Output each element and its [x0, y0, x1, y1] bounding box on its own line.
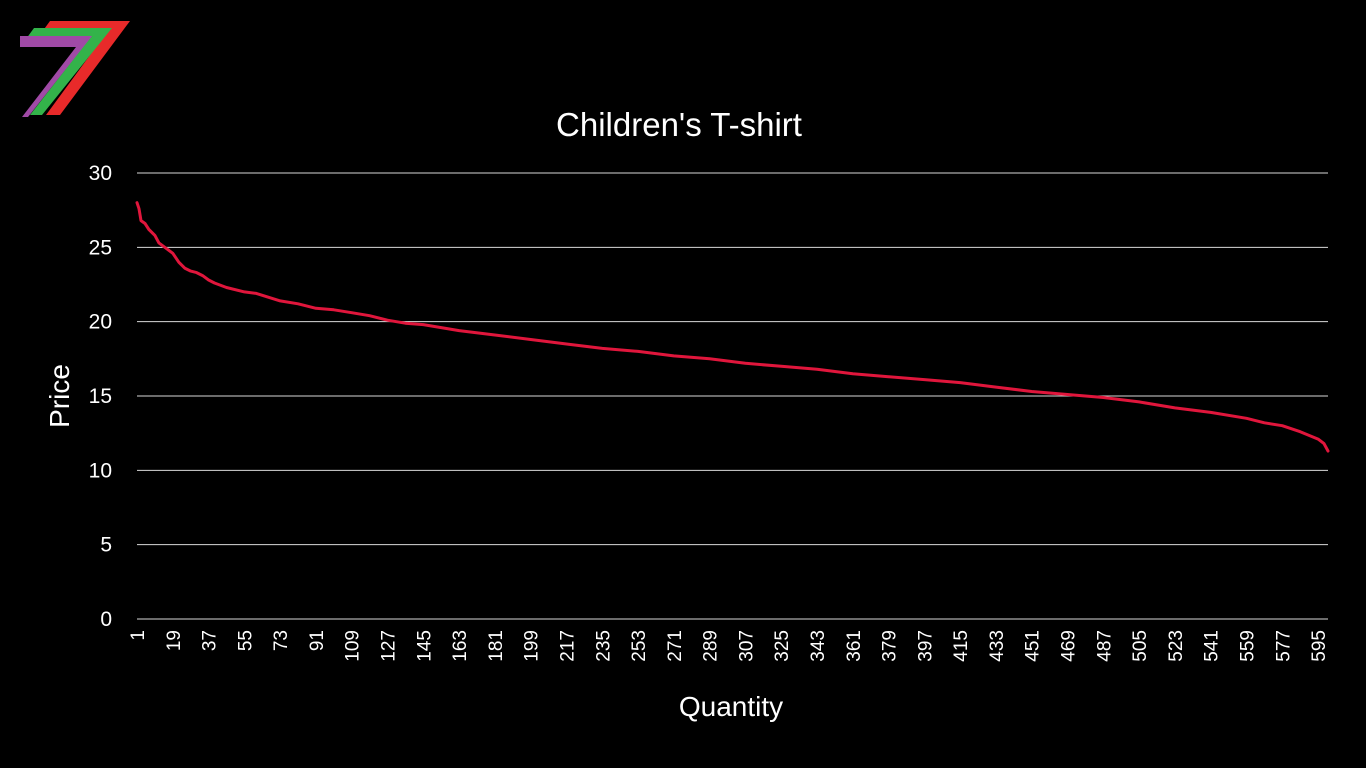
y-tick-label: 15	[89, 385, 112, 408]
x-tick-label: 235	[593, 630, 614, 662]
x-tick-label: 559	[1237, 630, 1258, 662]
y-axis-title: Price	[44, 364, 75, 428]
x-tick-label: 325	[772, 630, 793, 662]
y-tick-label: 30	[89, 162, 112, 185]
x-tick-label: 181	[486, 630, 507, 662]
x-tick-label: 253	[629, 630, 650, 662]
y-tick-label: 0	[100, 608, 112, 631]
series-line	[135, 201, 1330, 453]
x-tick-label: 379	[880, 630, 901, 662]
x-tick-label: 523	[1166, 630, 1187, 662]
x-tick-label: 343	[808, 630, 829, 662]
y-tick-label: 10	[89, 459, 112, 482]
x-tick-label: 271	[665, 630, 686, 662]
x-tick-label: 55	[235, 630, 256, 651]
x-tick-label: 451	[1023, 630, 1044, 662]
y-tick-label: 5	[100, 534, 112, 557]
x-tick-label: 577	[1273, 630, 1294, 662]
y-tick-label: 25	[89, 236, 112, 259]
gridlines	[137, 172, 1328, 620]
y-tick-labels: 0 5 10 15 20 25 30	[89, 162, 112, 631]
x-tick-label: 505	[1130, 630, 1151, 662]
y-tick-label: 20	[89, 311, 112, 334]
x-tick-label: 127	[379, 630, 400, 662]
x-tick-label: 1	[128, 630, 149, 641]
logo-green-stripe	[26, 28, 112, 115]
logo-purple-stripe	[20, 36, 92, 117]
x-tick-label: 145	[414, 630, 435, 662]
chart-title: Children's T-shirt	[556, 106, 802, 143]
x-tick-label: 91	[307, 630, 328, 651]
x-tick-label: 415	[951, 630, 972, 662]
x-tick-labels: 1 19 37 55 73 91 109 127 145 163 181 199 217 235 253 27…	[128, 630, 1330, 662]
x-tick-label: 37	[200, 630, 221, 651]
x-tick-label: 163	[450, 630, 471, 662]
x-tick-label: 361	[844, 630, 865, 662]
x-tick-label: 541	[1202, 630, 1223, 662]
x-tick-label: 397	[915, 630, 936, 662]
x-tick-label: 109	[343, 630, 364, 662]
x-tick-label: 289	[701, 630, 722, 662]
x-tick-label: 19	[164, 630, 185, 651]
x-tick-label: 433	[987, 630, 1008, 662]
series-group	[135, 201, 1330, 453]
x-tick-label: 469	[1059, 630, 1080, 662]
x-tick-label: 217	[557, 630, 578, 662]
logo-red-stripe	[42, 21, 130, 115]
x-tick-label: 487	[1094, 630, 1115, 662]
x-tick-label: 595	[1309, 630, 1330, 662]
x-tick-label: 73	[271, 630, 292, 651]
x-axis-title: Quantity	[679, 691, 783, 722]
brand-7-logo	[20, 21, 130, 117]
x-tick-label: 199	[522, 630, 543, 662]
x-tick-label: 307	[736, 630, 757, 662]
